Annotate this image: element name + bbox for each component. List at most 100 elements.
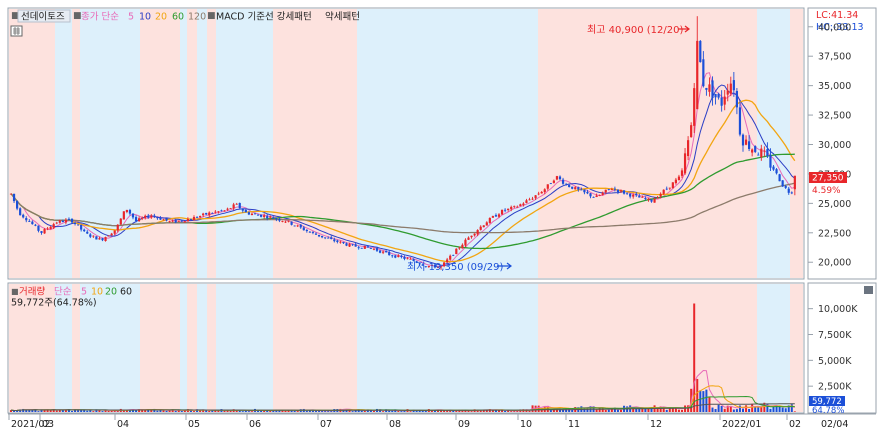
volume-bar [498,410,500,412]
volume-bar [22,408,25,412]
candle-body [519,204,522,206]
candle-body [12,193,16,202]
volume-bar [74,409,77,412]
volume-bar [287,410,290,412]
candle-body [595,195,598,198]
price-axis-frame [807,7,877,280]
candle-body [714,94,717,98]
volume-tick-label: 7,500K [818,330,852,341]
volume-bar [778,406,781,412]
candle-body [653,198,656,203]
candle-body [760,148,763,158]
candle-body [366,246,369,248]
candle-body [159,217,162,220]
volume-bar [235,410,238,412]
candle-body [430,264,433,266]
ma120-label: 120 [188,12,206,23]
volume-bar [504,410,507,412]
volume-bar [272,410,275,412]
candle-body [269,216,272,218]
volume-bar [702,391,705,412]
indicator-button-bg[interactable] [17,9,71,23]
volume-bar [443,410,446,412]
candle-body [488,217,491,223]
volume-bar [461,409,464,412]
volume-bar [699,390,702,412]
candle-body [46,228,49,230]
volume-bar [205,409,208,412]
legend-box: ■ [207,11,216,21]
volume-bar [732,409,735,412]
candle-body [119,218,122,225]
candle-body [183,221,186,223]
candle-body [418,263,421,265]
volume-panel-menu-icon[interactable] [864,286,873,294]
volume-bar [616,409,619,412]
candle-body [436,266,440,268]
volume-bar [415,410,418,412]
candle-body [235,203,238,205]
volume-bar [61,409,64,412]
ma20-line [10,99,796,263]
candle-body [192,217,196,221]
candle-body [696,40,699,110]
candle-body [49,226,52,230]
pattern-label: MACD 기준선 강세패턴 [216,12,312,23]
volume-bar [482,409,485,412]
candle-body [470,235,473,238]
last-price-tag [809,172,847,183]
volume-bar [284,410,287,412]
pattern-zone [180,9,187,278]
volume-bar [549,410,552,412]
candle-body [580,189,583,191]
candle-body [217,211,220,213]
volume-bar [510,411,513,412]
volume-bar [659,406,662,412]
volume-bar [366,409,369,412]
volume-bar [34,409,37,412]
candle-body [412,258,415,262]
candle-body [568,185,571,187]
candle-body [125,209,128,212]
candle-body [22,214,25,218]
volume-bar [125,409,128,412]
candle-body [397,255,400,258]
candle-body [467,237,470,240]
volume-bar [144,409,147,412]
volume-bar [583,408,586,412]
pattern-zone [757,9,790,278]
volume-bar [64,409,67,412]
candle-body [702,59,705,87]
candle-body [452,254,455,256]
volume-bar [321,410,324,412]
candle-body [302,227,305,231]
ma5-line [10,72,795,267]
candle-body [571,186,574,189]
lc-label: LC:41.34 [816,10,858,21]
volume-bar [382,411,385,412]
volume-bar [226,410,229,412]
candle-body [555,176,559,180]
candle-body [403,256,406,259]
volume-bar [485,410,488,412]
candle-body [263,215,266,217]
candle-body [61,220,64,222]
volume-bar [751,403,754,412]
price-tick-label: 30,000 [818,140,851,151]
pattern-zone [187,9,197,278]
candle-body [345,243,348,246]
indicator-button[interactable]: 선데이토즈 [21,12,65,23]
candle-body [80,224,83,230]
pattern-zone [9,9,55,278]
volume-ma5: 5 [81,287,87,298]
candle-body [324,237,327,239]
volume-bar [156,410,159,412]
volume-bar [635,408,638,412]
candle-body [241,209,244,211]
volume-bar [266,410,269,412]
volume-bar [787,405,790,412]
price-tick-label: 37,500 [818,52,851,63]
volume-bar [43,410,46,412]
